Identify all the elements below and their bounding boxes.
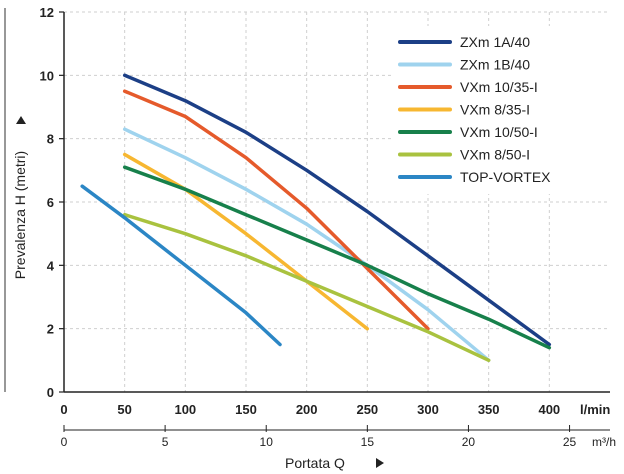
x-tick-label: 150 <box>235 402 257 417</box>
x-axis-label: Portata Q <box>285 455 345 471</box>
secondary-x-tick-label: 5 <box>162 435 169 449</box>
x-tick-label: 400 <box>538 402 560 417</box>
legend-label-6: TOP-VORTEX <box>460 169 551 185</box>
y-tick-label: 0 <box>47 385 54 400</box>
series-line-0 <box>122 73 552 347</box>
x-tick-label: 0 <box>60 402 67 417</box>
y-tick-labels: 0 2 4 6 8 10 12 <box>40 5 55 400</box>
secondary-x-tick-label: 25 <box>563 435 577 449</box>
x-axis-unit: l/min <box>580 402 610 417</box>
secondary-x-axis-unit: m³/h <box>592 435 616 449</box>
legend-label-3: VXm 8/35-I <box>460 102 530 118</box>
legend-label-0: ZXm 1A/40 <box>460 34 530 50</box>
legend-label-2: VXm 10/35-I <box>460 79 538 95</box>
series-line-4 <box>122 165 552 350</box>
x-tick-labels: 0 50 100 150 200 250 300 350 400 <box>60 402 560 417</box>
secondary-x-tick-label: 15 <box>361 435 375 449</box>
y-tick-label: 6 <box>47 195 54 210</box>
x-tick-label: 250 <box>356 402 378 417</box>
legend-label-5: VXm 8/50-I <box>460 147 530 163</box>
series-line-2 <box>122 89 430 331</box>
series-line-3 <box>122 152 370 331</box>
series-line-5 <box>122 212 491 363</box>
x-tick-label: 300 <box>417 402 439 417</box>
series-line-1 <box>122 127 491 363</box>
arrow-up-icon <box>16 116 26 124</box>
secondary-x-tick-label: 10 <box>260 435 274 449</box>
secondary-x-axis: 0 5 10 15 20 25 <box>61 425 610 449</box>
x-tick-label: 200 <box>296 402 318 417</box>
secondary-x-tick-label: 20 <box>462 435 476 449</box>
y-tick-label: 8 <box>47 132 54 147</box>
y-tick-label: 2 <box>47 322 54 337</box>
y-tick-label: 10 <box>40 68 54 83</box>
legend: ZXm 1A/40 ZXm 1B/40 VXm 10/35-I VXm 8/35-I V… <box>392 26 610 194</box>
x-tick-label: 350 <box>478 402 500 417</box>
grid <box>64 11 610 392</box>
legend-label-1: ZXm 1B/40 <box>460 57 530 73</box>
legend-label-4: VXm 10/50-I <box>460 124 538 140</box>
x-tick-label: 100 <box>174 402 196 417</box>
arrow-right-icon <box>376 458 384 468</box>
x-axis-title: Portata Q <box>285 455 384 471</box>
series-line-6 <box>80 184 282 347</box>
x-tick-label: 50 <box>117 402 131 417</box>
y-axis-title: Prevalenza H (metri) <box>12 151 28 279</box>
y-tick-label: 4 <box>47 258 55 273</box>
y-axis-label: Prevalenza H (metri) <box>12 151 28 279</box>
secondary-x-tick-label: 0 <box>61 435 68 449</box>
series-layer <box>80 73 552 363</box>
y-tick-label: 12 <box>40 5 54 20</box>
axes <box>59 11 610 393</box>
